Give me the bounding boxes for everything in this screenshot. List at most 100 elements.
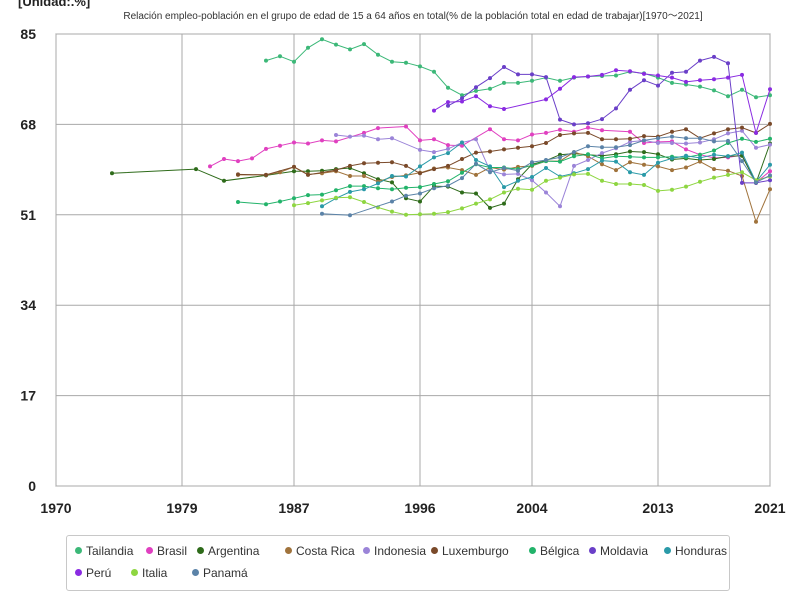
data-point	[376, 181, 380, 186]
data-point	[502, 65, 506, 69]
data-point	[334, 139, 338, 144]
data-point	[418, 171, 422, 176]
data-point	[698, 159, 702, 164]
data-point	[418, 191, 422, 196]
data-point	[320, 37, 324, 42]
legend-item[interactable]: Bélgica	[529, 544, 579, 558]
data-point	[460, 93, 464, 98]
data-point	[740, 159, 744, 164]
data-point	[586, 125, 590, 130]
data-point	[250, 156, 254, 161]
legend-item[interactable]: Moldavia	[589, 544, 648, 558]
data-point	[264, 58, 268, 63]
data-point	[670, 70, 674, 75]
data-point	[712, 157, 716, 161]
data-point	[348, 195, 352, 200]
data-point	[544, 130, 548, 135]
data-point	[544, 178, 548, 183]
data-point	[516, 80, 520, 85]
data-point	[418, 164, 422, 169]
data-point	[684, 153, 688, 158]
data-point	[446, 143, 450, 148]
data-point	[754, 130, 758, 135]
data-point	[334, 133, 338, 137]
data-point	[628, 149, 632, 154]
data-point	[628, 69, 632, 74]
data-point	[670, 156, 674, 161]
data-point	[404, 174, 408, 179]
data-point	[460, 143, 464, 148]
data-point	[460, 170, 464, 175]
data-point	[544, 166, 548, 170]
data-point	[432, 137, 436, 142]
data-point	[474, 158, 478, 162]
legend-marker	[589, 547, 596, 554]
data-point	[432, 155, 436, 160]
legend-item[interactable]: Brasil	[146, 544, 187, 558]
data-point	[740, 125, 744, 130]
x-tick-label: 2013	[642, 500, 673, 516]
data-point	[684, 184, 688, 189]
data-point	[292, 140, 296, 145]
series-line	[237, 123, 771, 176]
data-point	[600, 137, 604, 142]
data-point	[670, 168, 674, 173]
legend-item[interactable]: Italia	[131, 566, 167, 580]
data-point	[600, 162, 604, 167]
data-point	[642, 183, 646, 187]
data-point	[754, 219, 758, 224]
data-point	[642, 71, 646, 76]
data-point	[418, 64, 422, 69]
data-point	[572, 122, 576, 127]
x-tick-label: 1996	[404, 500, 435, 516]
data-point	[754, 95, 758, 100]
data-point	[446, 179, 450, 184]
data-point	[572, 75, 576, 80]
data-point	[474, 172, 478, 177]
data-point	[390, 209, 394, 214]
legend-item[interactable]: Panamá	[192, 566, 248, 580]
data-point	[614, 154, 618, 159]
legend-item[interactable]: Perú	[75, 566, 111, 580]
legend-marker	[664, 547, 671, 554]
data-point	[558, 159, 562, 164]
data-point	[530, 72, 534, 77]
data-point	[726, 138, 730, 143]
data-point	[348, 213, 352, 218]
legend-label: Brasil	[157, 544, 188, 558]
data-point	[502, 107, 506, 111]
data-point	[446, 183, 450, 188]
legend-item[interactable]: Costa Rica	[285, 544, 355, 558]
data-point	[740, 136, 744, 141]
data-point	[516, 186, 520, 191]
data-point	[488, 127, 492, 132]
data-point	[446, 163, 450, 168]
legend-item[interactable]: Indonesia	[363, 544, 426, 558]
data-point	[362, 161, 366, 166]
data-point	[628, 154, 632, 159]
data-point	[558, 155, 562, 160]
data-point	[768, 162, 772, 167]
data-point	[768, 93, 772, 98]
series-5	[236, 121, 772, 177]
data-point	[642, 150, 646, 155]
data-point	[698, 179, 702, 184]
data-point	[306, 201, 310, 206]
data-point	[460, 206, 464, 211]
data-point	[418, 199, 422, 204]
data-point	[516, 145, 520, 150]
legend-item[interactable]: Argentina	[197, 544, 259, 558]
data-point	[530, 178, 534, 183]
legend-item[interactable]: Luxemburgo	[431, 544, 509, 558]
data-point	[236, 172, 240, 177]
legend-label: Perú	[86, 566, 112, 580]
unit-label: [Unidad:.%]	[18, 0, 91, 9]
series-line	[321, 136, 771, 216]
data-point	[642, 155, 646, 160]
data-point	[586, 121, 590, 126]
legend-item[interactable]: Honduras	[664, 544, 727, 558]
legend-item[interactable]: Tailandia	[75, 544, 133, 558]
data-point	[656, 188, 660, 193]
data-point	[348, 47, 352, 52]
data-point	[600, 128, 604, 133]
